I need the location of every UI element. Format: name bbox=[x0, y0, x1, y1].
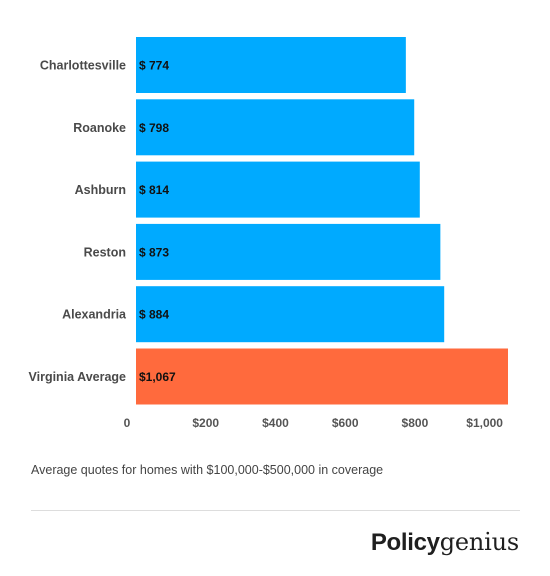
data-label-reston: $ 873 bbox=[139, 245, 169, 259]
bar-charlottesville bbox=[136, 37, 406, 93]
logo-text-genius: genius bbox=[439, 528, 519, 556]
data-label-roanoke: $ 798 bbox=[139, 121, 169, 135]
x-tick-label: $200 bbox=[192, 416, 219, 430]
bar-roanoke bbox=[136, 99, 415, 156]
bar-ashburn bbox=[136, 161, 420, 218]
bar-virginia-average bbox=[136, 348, 508, 405]
x-tick-label: $600 bbox=[332, 416, 359, 430]
category-label-virginia-average: Virginia Average bbox=[29, 370, 127, 384]
bar-alexandria bbox=[136, 286, 445, 343]
category-label-ashburn: Ashburn bbox=[75, 183, 126, 197]
data-label-ashburn: $ 814 bbox=[139, 183, 169, 197]
bar-chart: Charlottesville $ 774 Roanoke $ 798 Ashburn $… bbox=[29, 37, 508, 430]
category-label-roanoke: Roanoke bbox=[73, 121, 126, 135]
data-label-virginia-average: $1,067 bbox=[139, 370, 176, 384]
bar-reston bbox=[136, 223, 441, 280]
policygenius-logo: Policygenius bbox=[371, 527, 519, 558]
x-tick-label: 0 bbox=[124, 416, 131, 430]
category-label-alexandria: Alexandria bbox=[62, 308, 127, 322]
category-label-reston: Reston bbox=[84, 245, 126, 259]
x-tick-label: $800 bbox=[402, 416, 429, 430]
x-tick-label: $400 bbox=[262, 416, 289, 430]
data-label-alexandria: $ 884 bbox=[139, 308, 169, 322]
data-label-charlottesville: $ 774 bbox=[139, 59, 169, 73]
chart-caption: Average quotes for homes with $100,000-$… bbox=[31, 463, 384, 477]
logo-text-policy: Policy bbox=[370, 529, 440, 556]
x-tick-label: $1,000 bbox=[466, 416, 503, 430]
category-label-charlottesville: Charlottesville bbox=[40, 59, 126, 73]
divider bbox=[31, 510, 520, 511]
